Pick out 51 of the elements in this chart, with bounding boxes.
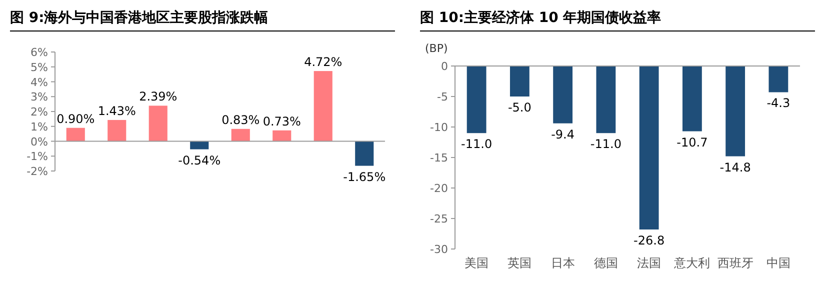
- text: -26.8: [634, 233, 665, 248]
- bar: [272, 130, 292, 142]
- y-tick-label: -25: [430, 212, 448, 226]
- y-tick-label: 5%: [30, 60, 48, 74]
- y-tick-label: 1%: [30, 120, 48, 134]
- y-tick-label: 4%: [30, 76, 48, 89]
- y-tick-label: -20: [430, 182, 448, 195]
- y-tick-label: 3%: [30, 90, 48, 104]
- y-tick-label: -30: [430, 243, 448, 256]
- text: -11.0: [590, 137, 622, 152]
- x-tick-label: 英国: [508, 256, 532, 270]
- data-label: -1.65%: [343, 170, 386, 184]
- data-label: 1.43%: [98, 104, 136, 118]
- bar: [355, 141, 374, 166]
- y-tick-label: 2%: [30, 106, 48, 118]
- x-tick-label: 意大利: [673, 256, 710, 270]
- data-label: -0.54%: [178, 153, 221, 168]
- data-label: 4.72%: [304, 55, 342, 70]
- y-tick-label: 0%: [30, 135, 48, 148]
- text: -5.0: [508, 100, 532, 114]
- y-tick-label: -1%: [26, 150, 48, 164]
- y-tick-label: 6%: [30, 46, 48, 59]
- x-tick-label: 日本: [550, 256, 575, 270]
- bar: [314, 71, 332, 142]
- x-tick-label: 美国: [464, 256, 489, 270]
- y-axis-title: (BP): [425, 42, 448, 55]
- data-label: 0.83%: [222, 112, 260, 127]
- y-tick-label: -10: [430, 121, 448, 134]
- y-tick-label: 0: [441, 60, 448, 73]
- x-tick-label: 法国: [637, 256, 662, 270]
- bar: [66, 128, 85, 142]
- chart-title: 图 9:海外与中国香港地区主要股指涨跌幅: [10, 9, 268, 26]
- y-tick-label: -2%: [26, 165, 48, 178]
- text: -10.7: [676, 135, 708, 150]
- y-tick-label: -5: [437, 90, 448, 104]
- text: -11.0: [461, 137, 492, 152]
- y-tick-label: -15: [430, 152, 448, 164]
- x-tick-label: 西班牙: [717, 256, 754, 270]
- data-label: 0.73%: [262, 114, 301, 128]
- x-tick-label: 德国: [594, 256, 618, 270]
- data-label: 2.39%: [139, 90, 178, 104]
- bar: [108, 120, 126, 142]
- data-label: 0.90%: [56, 112, 95, 126]
- x-tick-label: 中国: [766, 256, 790, 270]
- bar: [231, 128, 250, 142]
- chart-title: 图 10:主要经济体 10 年期国债收益率: [420, 9, 662, 26]
- bar: [148, 106, 168, 142]
- bar: [190, 141, 209, 150]
- text: -4.3: [766, 96, 790, 110]
- text: -9.4: [551, 127, 575, 142]
- text: -14.8: [720, 160, 751, 174]
